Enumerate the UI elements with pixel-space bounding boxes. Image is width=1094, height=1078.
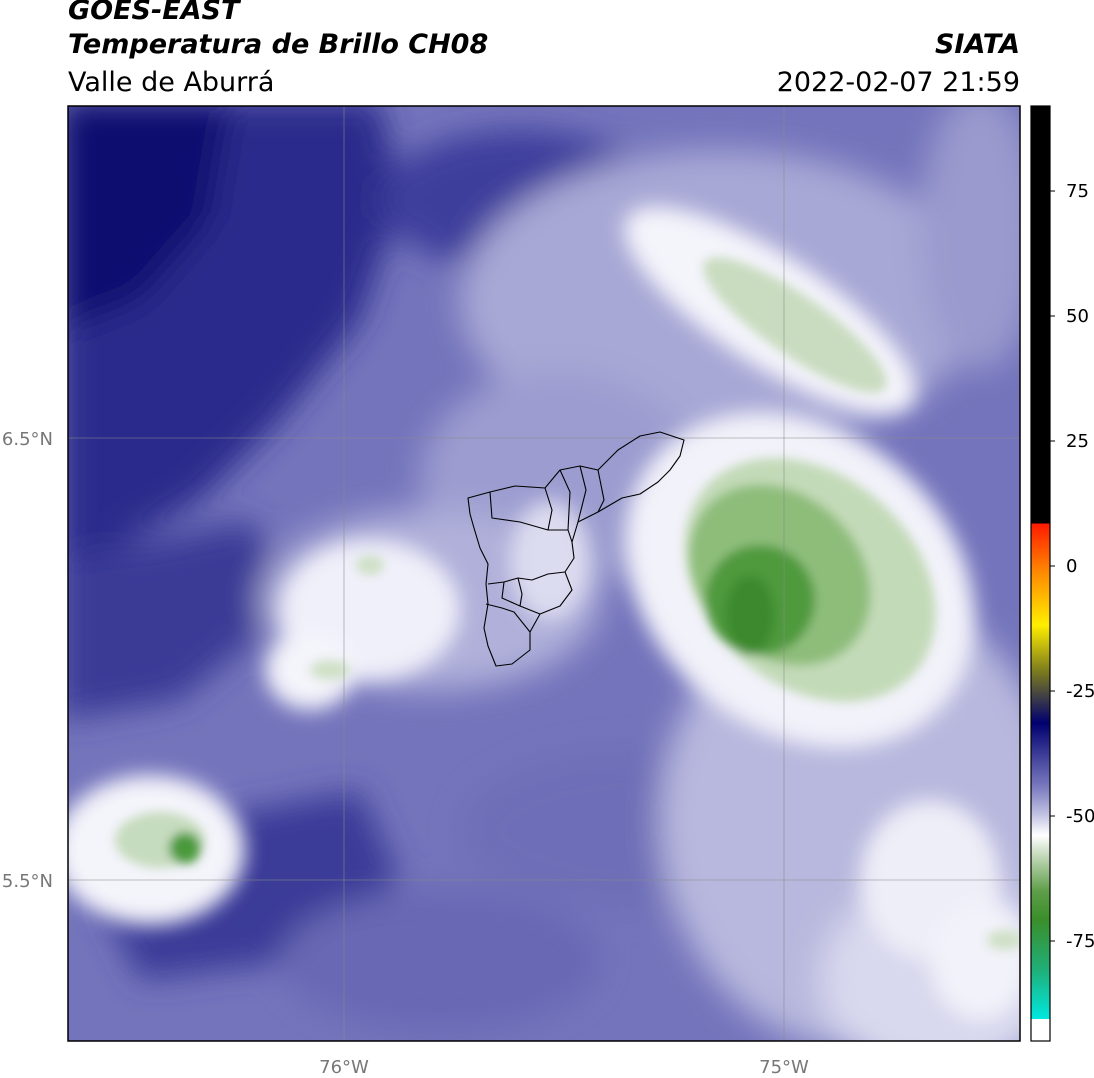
datetime-title: 2022-02-07 21:59 (776, 67, 1020, 98)
municipal-boundaries (467, 431, 685, 667)
product-title: Temperatura de Brillo CH08 (68, 29, 489, 60)
colorbar-ramp (1031, 106, 1050, 1041)
satellite-title: GOES-EAST (68, 0, 240, 26)
lon-tick-label: 75°W (759, 1057, 809, 1078)
lon-tick-label: 76°W (319, 1057, 369, 1078)
colorbar-tick-label: 25 (1066, 431, 1089, 452)
source-title: SIATA (934, 29, 1020, 60)
map-frame (67, 105, 1021, 1042)
colorbar-tick-label: -75 (1066, 931, 1094, 952)
colorbar-tick-label: 0 (1066, 556, 1077, 577)
colorbar-tick-label: 75 (1066, 181, 1089, 202)
colorbar-tick-label: 50 (1066, 306, 1089, 327)
colorbar-ticks: 75 50 25 0 -25 -50 -75 (1050, 181, 1094, 952)
lat-tick-label: 5.5°N (2, 871, 53, 892)
colorbar-frame (1030, 105, 1051, 1042)
lat-tick-label: 6.5°N (2, 429, 53, 450)
brightness-temperature-field (68, 106, 1020, 1041)
colorbar: 75 50 25 0 -25 -50 -75 (1030, 105, 1094, 1042)
region-title: Valle de Aburrá (68, 67, 275, 98)
colorbar-tick-label: -25 (1066, 681, 1094, 702)
colorbar-tick-label: -50 (1066, 806, 1094, 827)
